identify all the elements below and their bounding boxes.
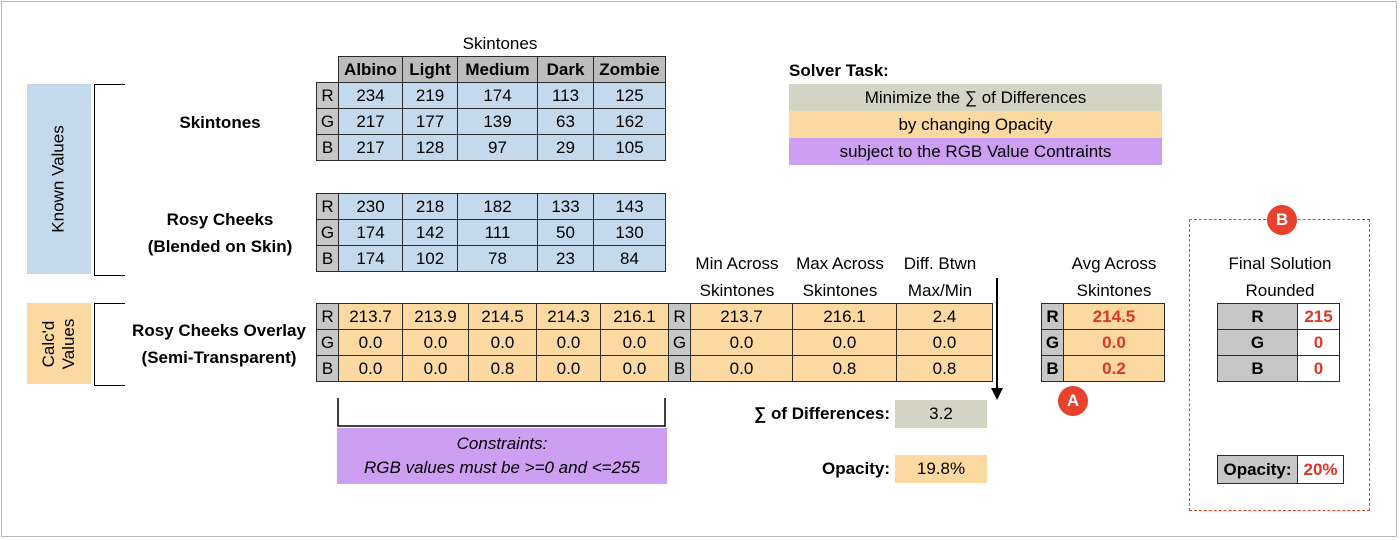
table-row: B 0.0 0.0 0.8 0.0 0.0 B 0.0 0.8 0.8	[316, 355, 993, 382]
max-header-2: Skintones	[802, 281, 878, 300]
constraints-text: RGB values must be >=0 and <=255	[364, 458, 640, 477]
min-header-2: Skintones	[699, 281, 775, 300]
col-header-light: Light	[402, 56, 458, 83]
col-header-zombie: Zombie	[593, 56, 666, 83]
table-row: R 215	[1217, 303, 1340, 330]
min-header-1: Min Across	[695, 254, 779, 273]
overlay-row-label-2: (Semi-Transparent)	[141, 348, 297, 367]
avg-table: R 214.5 G 0.0 B 0.2	[1041, 303, 1165, 382]
marker-b: B	[1267, 205, 1297, 235]
opacity-label: Opacity:	[821, 459, 890, 478]
final-title-2: Rounded	[1245, 281, 1315, 300]
table-row: R 214.5	[1041, 303, 1165, 330]
avg-header-2: Skintones	[1076, 281, 1152, 300]
table-row: B 174 102 78 23 84	[316, 245, 666, 272]
table-row: G 217 177 139 63 162	[316, 108, 666, 135]
solver-line-3: subject to the RGB Value Contraints	[789, 138, 1162, 165]
constraints-bracket	[337, 398, 666, 427]
down-arrow-icon	[991, 278, 1003, 400]
rosy-cheeks-table: R 230 218 182 133 143 G 174 142 111 50 130 B 174…	[316, 193, 666, 272]
constraints-title: Constraints:	[456, 434, 548, 453]
calcd-values-band: Calc'd Values	[27, 303, 91, 384]
solver-line-1: Minimize the ∑ of Differences	[789, 84, 1162, 111]
col-header-albino: Albino	[338, 56, 403, 83]
rosy-row-label-2: (Blended on Skin)	[147, 237, 293, 256]
final-opacity-table: Opacity: 20%	[1217, 455, 1344, 484]
skintones-header: Skintones	[462, 34, 538, 53]
overlay-row-label-1: Rosy Cheeks Overlay	[132, 321, 306, 340]
constraints-box: Constraints: RGB values must be >=0 and …	[337, 428, 667, 484]
known-values-label: Known Values	[49, 125, 69, 233]
overlay-table: R 213.7 213.9 214.5 214.3 216.1 R 213.7 216.1…	[316, 303, 993, 382]
table-row: Opacity: 20%	[1217, 455, 1344, 484]
table-row: G 0.0	[1041, 329, 1165, 356]
calcd-values-label: Calc'd Values	[39, 318, 78, 369]
avg-header-1: Avg Across	[1071, 254, 1157, 273]
final-opacity-value: 20%	[1297, 455, 1344, 484]
sum-diff-value: 3.2	[895, 400, 987, 428]
col-header-medium: Medium	[457, 56, 538, 83]
table-row: B 0.2	[1041, 355, 1165, 382]
solver-line-2: by changing Opacity	[789, 111, 1162, 138]
known-values-bracket	[94, 84, 125, 276]
diff-header-2: Max/Min	[907, 281, 973, 300]
col-header-dark: Dark	[537, 56, 594, 83]
max-header-1: Max Across	[796, 254, 884, 273]
table-row: R 213.7 213.9 214.5 214.3 216.1 R 213.7 216.1…	[316, 303, 993, 330]
sum-diff-label: ∑ of Differences:	[754, 404, 890, 423]
final-opacity-label: Opacity:	[1217, 455, 1298, 484]
table-row: G 174 142 111 50 130	[316, 219, 666, 246]
skintones-row-label: Skintones	[179, 113, 261, 132]
final-title-1: Final Solution	[1228, 254, 1332, 273]
marker-a: A	[1058, 386, 1088, 416]
known-values-band: Known Values	[27, 84, 91, 274]
skintones-table: Albino Light Medium Dark Zombie R 234 219…	[316, 56, 666, 161]
table-row: B 217 128 97 29 105	[316, 134, 666, 161]
calcd-values-bracket	[94, 303, 125, 386]
diff-header-1: Diff. Btwn	[903, 254, 977, 273]
table-row: R 234 219 174 113 125	[316, 82, 666, 109]
table-row: R 230 218 182 133 143	[316, 193, 666, 220]
solver-title: Solver Task:	[789, 61, 889, 80]
opacity-value: 19.8%	[895, 455, 987, 483]
table-row: G 0.0 0.0 0.0 0.0 0.0 G 0.0 0.0 0.0	[316, 329, 993, 356]
rosy-row-label-1: Rosy Cheeks	[166, 210, 274, 229]
